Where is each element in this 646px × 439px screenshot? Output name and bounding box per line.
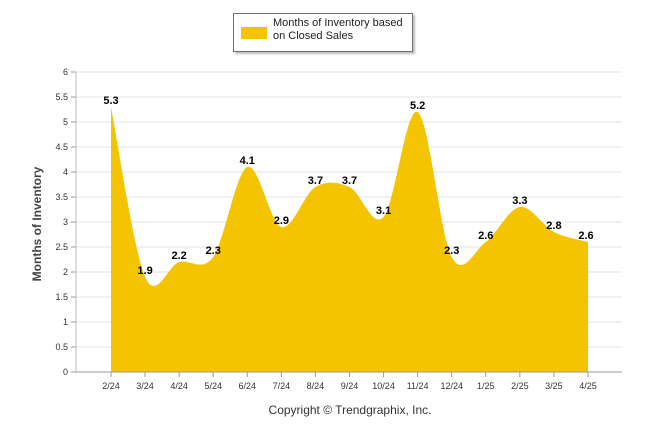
data-label: 2.6: [478, 230, 493, 242]
y-tick-label: 2.5: [55, 242, 68, 252]
x-tick-label: 2/25: [511, 381, 529, 391]
y-tick-label: 3.5: [55, 192, 68, 202]
x-tick-label: 9/24: [341, 381, 359, 391]
x-tick-label: 4/24: [170, 381, 188, 391]
data-label: 3.7: [342, 175, 357, 187]
data-label: 3.7: [308, 175, 323, 187]
x-tick-label: 7/24: [273, 381, 291, 391]
x-tick-label: 1/25: [477, 381, 495, 391]
data-label: 2.3: [444, 245, 459, 257]
y-tick-label: 4.5: [55, 142, 68, 152]
y-tick-label: 0: [63, 367, 68, 377]
y-tick-label: 5.5: [55, 92, 68, 102]
x-tick-label: 10/24: [372, 381, 395, 391]
copyright-footer: Copyright © Trendgraphix, Inc.: [269, 403, 432, 417]
data-label: 3.3: [512, 195, 527, 207]
y-tick-label: 3: [63, 217, 68, 227]
data-label: 1.9: [137, 265, 152, 277]
data-label: 2.9: [274, 215, 289, 227]
x-tick-label: 6/24: [239, 381, 257, 391]
x-tick-label: 5/24: [204, 381, 222, 391]
y-tick-label: 1.5: [55, 292, 68, 302]
x-tick-label: 3/24: [136, 381, 154, 391]
y-tick-label: 0.5: [55, 342, 68, 352]
x-tick-label: 2/24: [102, 381, 120, 391]
legend: Months of Inventory based on Closed Sale…: [233, 13, 413, 52]
area-series: [111, 107, 588, 372]
y-axis-title: Months of Inventory: [30, 166, 44, 281]
data-label: 2.6: [578, 230, 593, 242]
legend-swatch: [241, 27, 267, 39]
x-tick-label: 3/25: [545, 381, 563, 391]
data-label: 3.1: [376, 205, 391, 217]
y-tick-label: 1: [63, 317, 68, 327]
y-tick-label: 6: [63, 67, 68, 77]
data-label: 5.3: [103, 95, 118, 107]
y-tick-label: 5: [63, 117, 68, 127]
data-label: 2.2: [171, 250, 186, 262]
y-tick-label: 2: [63, 267, 68, 277]
data-label: 2.8: [546, 220, 561, 232]
x-tick-label: 8/24: [307, 381, 325, 391]
x-tick-label: 4/25: [579, 381, 597, 391]
x-tick-label: 11/24: [407, 381, 429, 391]
x-tick-label: 12/24: [440, 381, 463, 391]
y-tick-label: 4: [63, 167, 68, 177]
data-label: 5.2: [410, 100, 425, 112]
legend-label: Months of Inventory based on Closed Sale…: [273, 17, 403, 42]
data-label: 4.1: [240, 155, 255, 167]
data-label: 2.3: [206, 245, 221, 257]
